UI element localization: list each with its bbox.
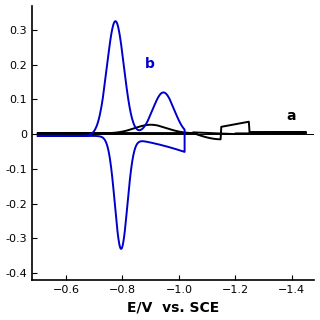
Text: a: a [286,109,296,123]
X-axis label: E/V  vs. SCE: E/V vs. SCE [127,300,220,315]
Text: b: b [145,57,155,71]
